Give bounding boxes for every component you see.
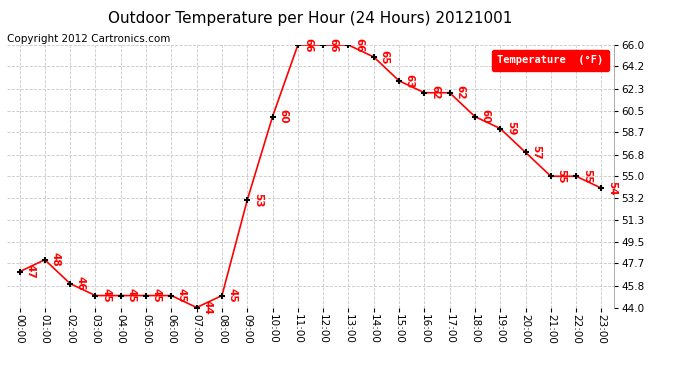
Text: 45: 45 — [228, 288, 237, 303]
Text: 66: 66 — [354, 38, 364, 52]
Text: 62: 62 — [455, 86, 465, 100]
Text: 57: 57 — [531, 145, 541, 160]
Text: 46: 46 — [76, 276, 86, 291]
Text: 54: 54 — [607, 181, 617, 195]
Text: 53: 53 — [253, 193, 263, 207]
Text: 45: 45 — [101, 288, 111, 303]
Text: 45: 45 — [152, 288, 161, 303]
Text: 45: 45 — [126, 288, 137, 303]
Text: 55: 55 — [556, 169, 566, 183]
Text: 47: 47 — [25, 264, 35, 279]
Text: 66: 66 — [328, 38, 339, 52]
Text: 60: 60 — [480, 110, 491, 124]
Text: 55: 55 — [582, 169, 592, 183]
Text: Outdoor Temperature per Hour (24 Hours) 20121001: Outdoor Temperature per Hour (24 Hours) … — [108, 11, 513, 26]
Text: 65: 65 — [380, 50, 389, 64]
Text: 45: 45 — [177, 288, 187, 303]
Text: 66: 66 — [304, 38, 313, 52]
Text: 63: 63 — [404, 74, 415, 88]
Text: Copyright 2012 Cartronics.com: Copyright 2012 Cartronics.com — [7, 34, 170, 44]
Text: 60: 60 — [278, 110, 288, 124]
Text: 62: 62 — [430, 86, 440, 100]
Text: 44: 44 — [202, 300, 213, 315]
Text: 48: 48 — [50, 252, 61, 267]
Text: 59: 59 — [506, 122, 516, 136]
Legend: Temperature  (°F): Temperature (°F) — [492, 50, 609, 70]
